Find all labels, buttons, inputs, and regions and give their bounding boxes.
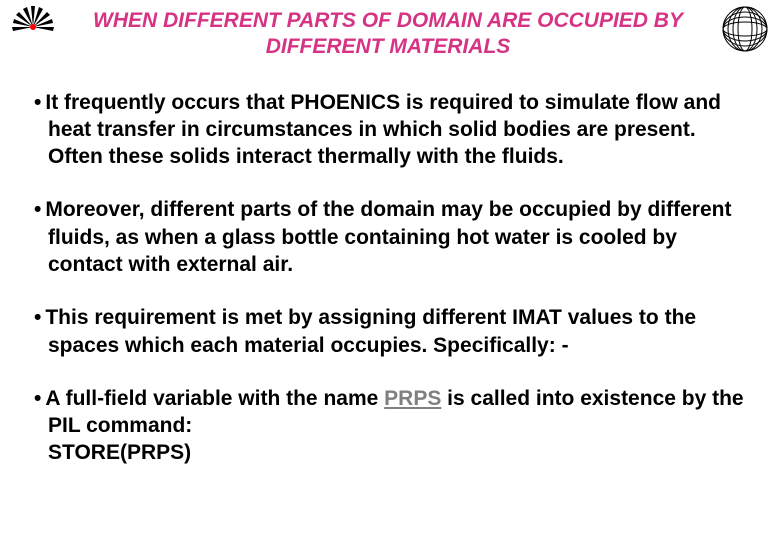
bullet-item: •This requirement is met by assigning di… bbox=[30, 304, 750, 359]
slide-title: WHEN DIFFERENT PARTS OF DOMAIN ARE OCCUP… bbox=[64, 6, 712, 61]
slide-body: •It frequently occurs that PHOENICS is r… bbox=[0, 61, 780, 467]
concentric-oval-logo-icon bbox=[722, 6, 768, 52]
bullet-item: •Moreover, different parts of the domain… bbox=[30, 196, 750, 278]
prps-link[interactable]: PRPS bbox=[384, 387, 441, 410]
bullet-text-before: A full-field variable with the name bbox=[45, 387, 384, 410]
bullet-marker: • bbox=[34, 387, 45, 410]
sunburst-logo-icon bbox=[12, 6, 54, 48]
bullet-text: It frequently occurs that PHOENICS is re… bbox=[45, 91, 721, 169]
slide-header: WHEN DIFFERENT PARTS OF DOMAIN ARE OCCUP… bbox=[0, 0, 780, 61]
bullet-marker: • bbox=[34, 306, 45, 329]
bullet-marker: • bbox=[34, 198, 45, 221]
bullet-marker: • bbox=[34, 91, 45, 114]
bullet-item: •It frequently occurs that PHOENICS is r… bbox=[30, 89, 750, 171]
bullet-text: Moreover, different parts of the domain … bbox=[45, 198, 731, 276]
bullet-item: •A full-field variable with the name PRP… bbox=[30, 385, 750, 467]
bullet-text: This requirement is met by assigning dif… bbox=[45, 306, 696, 356]
